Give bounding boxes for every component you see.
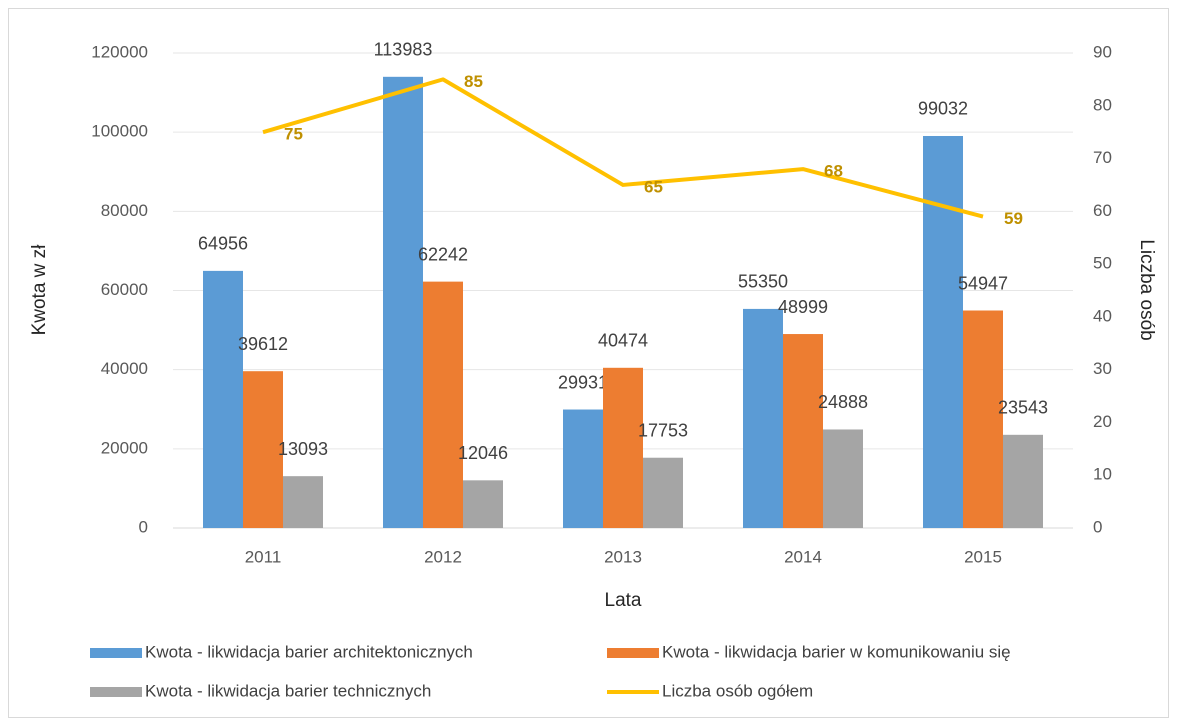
line-label: 65	[644, 177, 663, 196]
data-label: 48999	[778, 297, 828, 317]
data-label: 64956	[198, 234, 248, 254]
x-tick-label: 2011	[245, 547, 282, 566]
y2-tick-label: 50	[1093, 254, 1112, 273]
y2-tick-label: 0	[1093, 517, 1102, 536]
legend-swatch	[90, 648, 142, 658]
y2-tick-label: 70	[1093, 148, 1112, 167]
data-label: 55350	[738, 272, 788, 292]
legend-swatch	[90, 687, 142, 697]
y2-tick-label: 90	[1093, 42, 1112, 61]
line-label: 85	[464, 72, 483, 91]
legend-label: Kwota - likwidacja barier w komunikowani…	[662, 642, 1011, 661]
line-label: 59	[1004, 209, 1023, 228]
line	[262, 77, 984, 219]
data-label: 54947	[958, 273, 1008, 293]
x-axis-title: Lata	[605, 590, 642, 611]
data-label: 40474	[598, 331, 648, 351]
y-tick-label: 60000	[101, 280, 148, 299]
bar	[563, 409, 603, 528]
legend-label: Kwota - likwidacja barier architektonicz…	[145, 642, 473, 661]
data-label: 17753	[638, 420, 688, 440]
data-label: 29931	[558, 372, 608, 392]
y2-tick-label: 40	[1093, 306, 1112, 325]
y2-tick-label: 20	[1093, 412, 1112, 431]
bar	[283, 476, 323, 528]
y2-tick-label: 60	[1093, 201, 1112, 220]
data-label: 12046	[458, 443, 508, 463]
y2-tick-label: 30	[1093, 359, 1112, 378]
bar	[203, 270, 243, 528]
bar	[383, 76, 423, 528]
bar	[963, 310, 1003, 528]
y2-tick-label: 80	[1093, 95, 1112, 114]
legend-swatch	[607, 648, 659, 658]
y-tick-label: 100000	[91, 122, 148, 141]
y2-tick-label: 10	[1093, 465, 1112, 484]
bar	[823, 429, 863, 528]
bar	[423, 281, 463, 528]
legend-label: Liczba osób ogółem	[662, 681, 813, 700]
bar	[603, 367, 643, 528]
x-tick-label: 2013	[604, 547, 642, 566]
bar	[463, 480, 503, 528]
y2-axis-title: Liczba osób	[1136, 239, 1157, 340]
data-label: 62242	[418, 244, 468, 264]
y-tick-label: 80000	[101, 201, 148, 220]
bar	[1003, 434, 1043, 528]
bar	[243, 371, 283, 528]
y-tick-label: 40000	[101, 359, 148, 378]
bar	[743, 308, 783, 528]
data-label: 24888	[818, 392, 868, 412]
data-label: 23543	[998, 398, 1048, 418]
line-label: 75	[284, 125, 303, 144]
line-label: 68	[824, 162, 843, 181]
x-tick-label: 2014	[784, 547, 822, 566]
bar	[783, 334, 823, 528]
bar	[643, 457, 683, 528]
x-tick-label: 2015	[964, 547, 1002, 566]
data-label: 13093	[278, 439, 328, 459]
y-tick-label: 20000	[101, 438, 148, 457]
x-tick-label: 2012	[424, 547, 462, 566]
data-label: 113983	[374, 40, 433, 60]
y-tick-label: 120000	[91, 42, 148, 61]
bar	[923, 135, 963, 528]
data-label: 99032	[918, 99, 968, 119]
data-label: 39612	[238, 334, 288, 354]
y-axis-title: Kwota w zł	[29, 244, 50, 336]
y-tick-label: 0	[139, 517, 148, 536]
legend-label: Kwota - likwidacja barier technicznych	[145, 681, 431, 700]
